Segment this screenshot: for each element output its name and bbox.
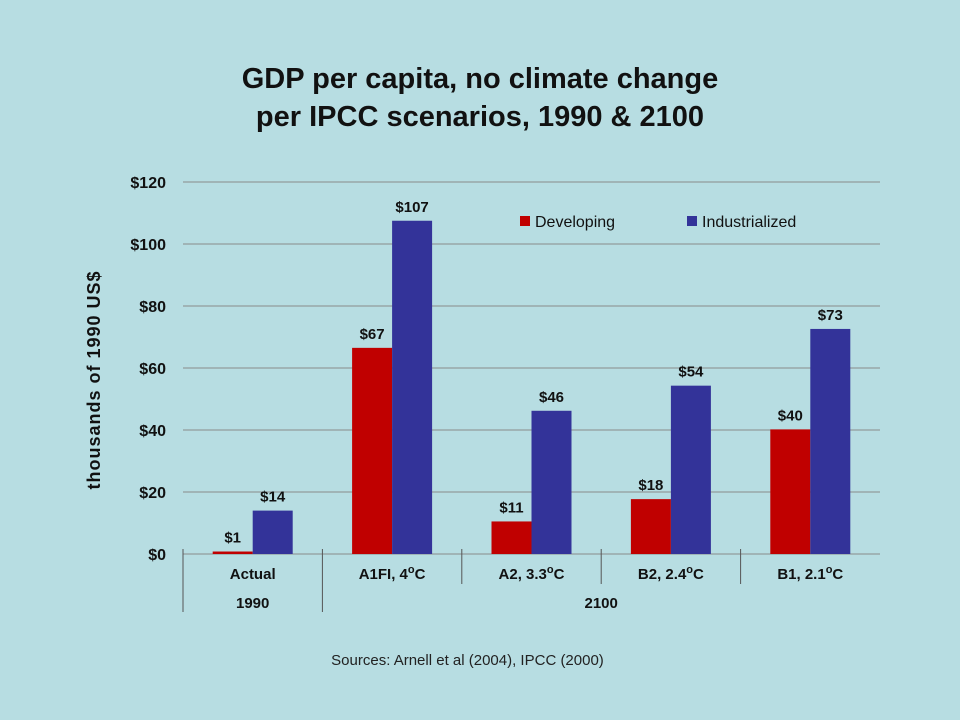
bar (810, 328, 851, 554)
y-tick-label: $0 (148, 547, 166, 564)
data-label: $54 (678, 364, 704, 381)
bar (670, 385, 711, 554)
chart-title: GDP per capita, no climate change per IP… (0, 60, 960, 136)
group-label: 1990 (236, 595, 269, 612)
bar (392, 220, 433, 554)
legend-swatch (687, 216, 697, 226)
y-tick-label: $20 (139, 485, 166, 502)
data-label: $40 (778, 407, 803, 424)
bar (630, 499, 671, 554)
category-label: Actual (230, 566, 276, 583)
data-label: $107 (395, 199, 428, 216)
data-label: $11 (499, 499, 523, 516)
y-tick-label: $60 (139, 361, 166, 378)
data-label: $1 (224, 530, 241, 547)
y-axis-title: thousands of 1990 US$ (84, 270, 104, 489)
y-tick-label: $80 (139, 299, 166, 316)
legend-swatch (520, 216, 530, 226)
group-label: 2100 (585, 595, 618, 612)
bar (252, 510, 293, 554)
source-note: Sources: Arnell et al (2004), IPCC (2000… (331, 652, 604, 669)
data-label: $67 (360, 326, 385, 343)
y-tick-label: $40 (139, 423, 166, 440)
data-label: $18 (638, 477, 663, 494)
chart-title-line-1: GDP per capita, no climate change (241, 63, 719, 95)
bar (352, 347, 393, 554)
data-label: $73 (818, 307, 843, 324)
legend-label: Developing (535, 214, 615, 231)
bar (531, 410, 572, 554)
bar (770, 429, 811, 554)
data-label: $46 (539, 389, 564, 406)
data-label: $14 (260, 489, 286, 506)
chart-title-line-2: per IPCC scenarios, 1990 & 2100 (255, 101, 705, 133)
bar (212, 551, 253, 554)
y-tick-label: $120 (130, 175, 166, 192)
bar (491, 521, 532, 554)
category-label: B2, 2.4oC (638, 564, 704, 583)
y-tick-label: $100 (130, 237, 166, 254)
category-label: A2, 3.3oC (499, 564, 565, 583)
category-label: B1, 2.1oC (777, 564, 843, 583)
category-label: A1FI, 4oC (359, 564, 426, 583)
legend-label: Industrialized (702, 214, 796, 231)
